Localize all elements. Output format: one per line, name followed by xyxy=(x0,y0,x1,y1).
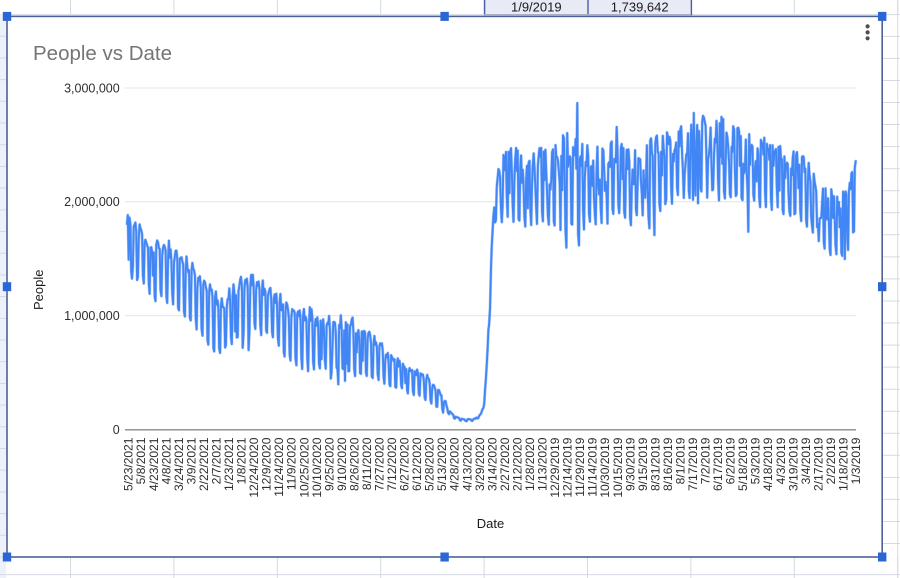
svg-text:8/11/2020: 8/11/2020 xyxy=(360,437,374,490)
svg-text:9/25/2020: 9/25/2020 xyxy=(322,437,336,491)
svg-text:5/18/2019: 5/18/2019 xyxy=(736,437,750,491)
svg-text:2,000,000: 2,000,000 xyxy=(64,195,120,209)
svg-text:2/12/2020: 2/12/2020 xyxy=(510,437,524,491)
svg-text:1,739,642: 1,739,642 xyxy=(611,0,669,15)
svg-text:4/23/2021: 4/23/2021 xyxy=(147,437,161,491)
svg-text:12/24/2020: 12/24/2020 xyxy=(247,437,261,497)
svg-text:10/30/2019: 10/30/2019 xyxy=(598,437,612,497)
svg-text:3/29/2020: 3/29/2020 xyxy=(473,437,487,491)
svg-text:7/17/2019: 7/17/2019 xyxy=(686,437,700,491)
svg-text:8/31/2019: 8/31/2019 xyxy=(648,437,662,491)
svg-text:12/9/2020: 12/9/2020 xyxy=(260,437,274,491)
svg-text:6/12/2020: 6/12/2020 xyxy=(410,437,424,491)
svg-text:4/13/2020: 4/13/2020 xyxy=(460,437,474,491)
svg-text:3/4/2019: 3/4/2019 xyxy=(799,437,813,484)
svg-text:2/27/2020: 2/27/2020 xyxy=(498,437,512,491)
svg-text:2/22/2021: 2/22/2021 xyxy=(197,437,211,491)
svg-text:11/14/2019: 11/14/2019 xyxy=(586,437,600,496)
svg-text:3,000,000: 3,000,000 xyxy=(64,81,120,95)
svg-text:2/17/2019: 2/17/2019 xyxy=(811,437,825,491)
svg-text:1,000,000: 1,000,000 xyxy=(64,309,120,323)
svg-text:12/29/2019: 12/29/2019 xyxy=(548,437,562,497)
svg-text:Date: Date xyxy=(477,516,504,531)
svg-text:5/28/2020: 5/28/2020 xyxy=(423,437,437,491)
svg-text:6/27/2020: 6/27/2020 xyxy=(398,437,412,491)
svg-text:12/14/2019: 12/14/2019 xyxy=(561,437,575,497)
svg-text:3/14/2020: 3/14/2020 xyxy=(485,437,499,491)
svg-text:1/13/2020: 1/13/2020 xyxy=(536,437,550,491)
svg-text:4/3/2019: 4/3/2019 xyxy=(774,437,788,484)
svg-text:1/18/2019: 1/18/2019 xyxy=(837,437,851,491)
svg-text:3/19/2019: 3/19/2019 xyxy=(786,437,800,491)
svg-text:4/8/2021: 4/8/2021 xyxy=(159,437,173,484)
svg-text:7/27/2020: 7/27/2020 xyxy=(373,437,387,491)
svg-text:5/13/2020: 5/13/2020 xyxy=(435,437,449,491)
svg-text:People: People xyxy=(31,270,46,310)
svg-text:10/15/2019: 10/15/2019 xyxy=(611,437,625,497)
svg-text:People vs Date: People vs Date xyxy=(33,42,172,65)
svg-text:10/25/2020: 10/25/2020 xyxy=(297,437,311,497)
svg-text:8/16/2019: 8/16/2019 xyxy=(661,437,675,491)
svg-text:11/29/2019: 11/29/2019 xyxy=(573,437,587,496)
svg-text:5/8/2021: 5/8/2021 xyxy=(134,437,148,484)
svg-text:9/15/2019: 9/15/2019 xyxy=(636,437,650,491)
svg-text:7/12/2020: 7/12/2020 xyxy=(385,437,399,491)
svg-text:6/2/2019: 6/2/2019 xyxy=(724,437,738,484)
svg-text:4/18/2019: 4/18/2019 xyxy=(761,437,775,491)
svg-text:9/10/2020: 9/10/2020 xyxy=(335,437,349,491)
svg-text:8/26/2020: 8/26/2020 xyxy=(347,437,361,491)
svg-text:5/23/2021: 5/23/2021 xyxy=(122,437,136,491)
svg-text:2/2/2019: 2/2/2019 xyxy=(824,437,838,484)
svg-text:11/24/2020: 11/24/2020 xyxy=(272,437,286,496)
svg-text:8/1/2019: 8/1/2019 xyxy=(674,437,688,484)
svg-text:1/28/2020: 1/28/2020 xyxy=(523,437,537,491)
svg-text:9/30/2019: 9/30/2019 xyxy=(623,437,637,491)
svg-text:1/3/2019: 1/3/2019 xyxy=(849,437,863,484)
svg-text:6/17/2019: 6/17/2019 xyxy=(711,437,725,491)
svg-text:1/8/2021: 1/8/2021 xyxy=(235,437,249,484)
svg-text:10/10/2020: 10/10/2020 xyxy=(310,437,324,497)
svg-text:4/28/2020: 4/28/2020 xyxy=(448,437,462,491)
svg-text:3/24/2021: 3/24/2021 xyxy=(172,437,186,491)
svg-text:3/9/2021: 3/9/2021 xyxy=(184,437,198,484)
svg-text:5/3/2019: 5/3/2019 xyxy=(749,437,763,484)
svg-text:0: 0 xyxy=(113,423,120,437)
svg-text:1/9/2019: 1/9/2019 xyxy=(511,0,562,15)
svg-text:11/9/2020: 11/9/2020 xyxy=(285,437,299,490)
svg-text:2/7/2021: 2/7/2021 xyxy=(210,437,224,484)
svg-text:7/2/2019: 7/2/2019 xyxy=(699,437,713,484)
svg-text:1/23/2021: 1/23/2021 xyxy=(222,437,236,491)
